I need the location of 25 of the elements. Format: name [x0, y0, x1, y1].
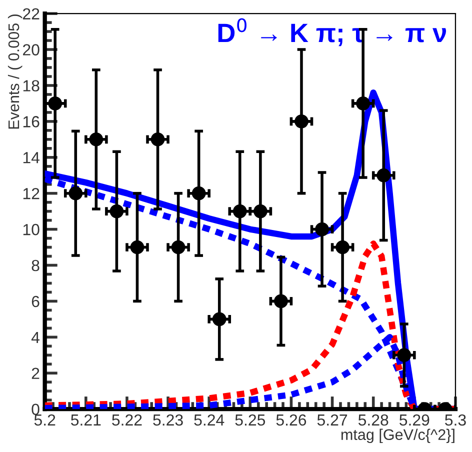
x-axis-title: mtag [GeV/c{^2}]	[341, 428, 454, 444]
y-tick-label: 2	[32, 368, 40, 379]
y-axis-title: Events / ( 0.005 )	[8, 14, 22, 129]
x-tick-label: 5.22	[112, 414, 142, 426]
x-tick-label: 5.29	[400, 414, 430, 426]
y-tick-label: 10	[23, 224, 40, 236]
y-tick-label: 6	[32, 296, 40, 308]
y-tick-label: 4	[31, 332, 40, 343]
x-tick-label: 5.28	[358, 414, 388, 426]
x-tick-label: 5.3	[445, 414, 466, 426]
x-tick-label: 5.21	[71, 414, 101, 426]
y-tick-label: 12	[23, 188, 40, 200]
y-tick-label: 16	[23, 116, 40, 128]
x-tick-label: 5.2	[34, 414, 56, 426]
x-tick-label: 5.25	[235, 414, 266, 426]
y-tick-label: 14	[23, 152, 40, 164]
x-tick-label: 5.23	[153, 414, 183, 426]
x-tick-label: 5.24	[194, 414, 224, 426]
y-tick-label: 22	[23, 8, 40, 20]
x-tick-label: 5.27	[317, 414, 348, 426]
y-tick-label: 18	[23, 80, 40, 92]
x-tick-label: 5.26	[276, 414, 306, 426]
y-tick-label: 8	[32, 260, 40, 272]
y-tick-label: 0	[32, 404, 40, 416]
y-tick-label: 20	[23, 44, 40, 56]
